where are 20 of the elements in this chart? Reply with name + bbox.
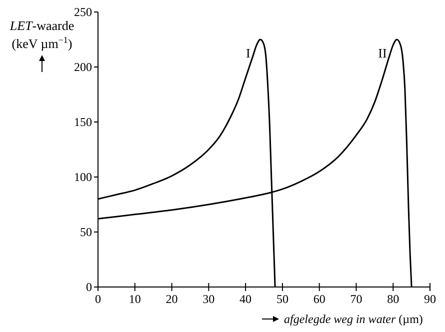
y-tick-label: 100 (74, 170, 92, 184)
y-tick-label: 250 (74, 5, 92, 20)
x-tick-label: 90 (424, 292, 436, 306)
x-tick-label: 0 (95, 292, 101, 306)
x-tick-label: 70 (350, 292, 362, 306)
y-tick-label: 50 (80, 225, 92, 240)
y-tick-label: 200 (74, 60, 92, 74)
x-tick-label: 40 (240, 292, 252, 306)
x-tick-label: 80 (387, 292, 400, 306)
x-axis-title: afgelegde weg in water (µm) (284, 312, 423, 326)
x-tick-label: 30 (202, 292, 215, 306)
series-label: II (378, 46, 387, 60)
y-tick-label: 150 (74, 115, 92, 130)
x-tick-label: 60 (313, 292, 326, 306)
y-axis-title: LET-waarde (keV µm$^{−1}$) (8, 18, 74, 51)
x-tick-label: 20 (166, 292, 178, 306)
series-label: I (246, 46, 250, 60)
x-tick-label: 50 (276, 292, 288, 306)
x-tick-label: 10 (128, 292, 141, 306)
y-tick-label: 0 (86, 280, 92, 294)
